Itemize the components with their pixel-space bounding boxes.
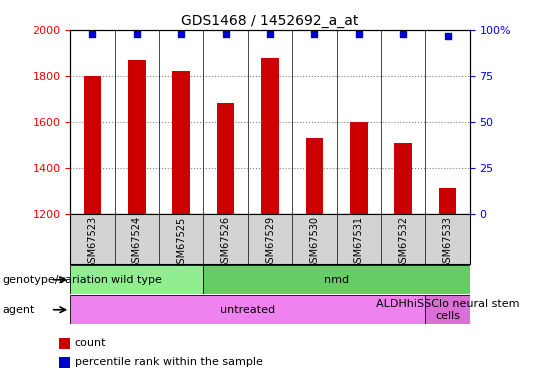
Point xyxy=(177,31,186,37)
Point xyxy=(443,33,452,39)
Bar xyxy=(394,142,412,214)
Bar xyxy=(204,265,470,294)
Text: GSM67533: GSM67533 xyxy=(443,216,453,269)
Bar xyxy=(128,60,146,214)
Point xyxy=(221,31,230,37)
Point xyxy=(354,31,363,37)
Text: untreated: untreated xyxy=(220,305,275,315)
Text: count: count xyxy=(75,339,106,348)
Text: GSM67523: GSM67523 xyxy=(87,216,97,269)
Text: GSM67524: GSM67524 xyxy=(132,216,142,269)
Bar xyxy=(172,71,190,214)
Bar xyxy=(350,122,368,214)
Text: GSM67530: GSM67530 xyxy=(309,216,319,269)
Text: percentile rank within the sample: percentile rank within the sample xyxy=(75,357,262,367)
Point xyxy=(88,31,97,37)
Bar xyxy=(59,338,70,349)
Bar xyxy=(438,189,456,214)
Bar xyxy=(306,138,323,214)
Point xyxy=(399,31,408,37)
Text: GSM67532: GSM67532 xyxy=(398,216,408,269)
Text: GSM67526: GSM67526 xyxy=(221,216,231,269)
Text: GSM67531: GSM67531 xyxy=(354,216,364,269)
Text: genotype/variation: genotype/variation xyxy=(3,275,109,285)
Bar xyxy=(84,76,102,214)
Text: agent: agent xyxy=(3,305,35,315)
Bar xyxy=(261,58,279,214)
Text: wild type: wild type xyxy=(111,275,162,285)
Bar xyxy=(217,104,234,214)
Text: GSM67529: GSM67529 xyxy=(265,216,275,269)
Point xyxy=(132,31,141,37)
Text: nmd: nmd xyxy=(324,275,349,285)
Text: ALDHhiSSClo neural stem
cells: ALDHhiSSClo neural stem cells xyxy=(376,299,519,321)
Text: GSM67525: GSM67525 xyxy=(176,216,186,270)
Bar xyxy=(59,357,70,368)
Point xyxy=(266,31,274,37)
Bar xyxy=(70,265,204,294)
Point xyxy=(310,31,319,37)
Bar xyxy=(426,295,470,324)
Bar xyxy=(70,295,426,324)
Title: GDS1468 / 1452692_a_at: GDS1468 / 1452692_a_at xyxy=(181,13,359,28)
